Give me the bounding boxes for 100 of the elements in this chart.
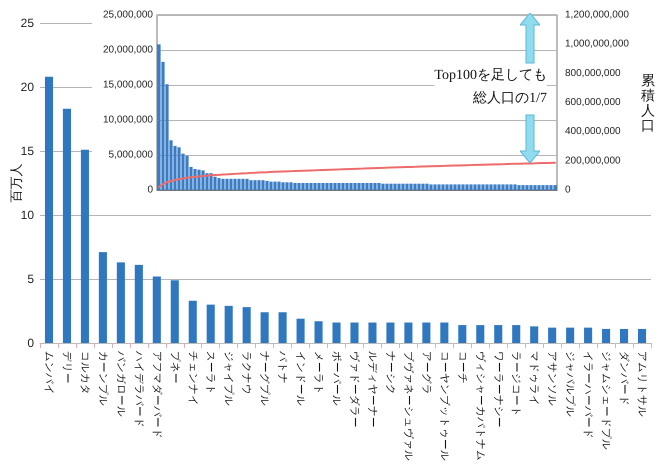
bar [297, 183, 301, 190]
bar [217, 178, 221, 190]
x-tick-label: ジャイプル [222, 351, 236, 406]
bar [242, 307, 251, 343]
bar [417, 184, 421, 190]
bar [505, 184, 509, 190]
bar [337, 183, 341, 190]
x-tick-label: ナーシク [384, 351, 396, 395]
bar [321, 183, 325, 190]
y-tick-label: 5 [27, 272, 34, 286]
x-tick-label: コルカタ [78, 351, 91, 395]
bar [188, 300, 197, 343]
bar [206, 304, 215, 343]
x-tick-label: イラーハーバード [582, 351, 594, 439]
bar [305, 183, 309, 190]
bar [44, 76, 54, 343]
bar [332, 322, 341, 343]
bar [497, 184, 501, 190]
bar [385, 184, 389, 190]
bar [445, 184, 449, 190]
bar [313, 183, 317, 190]
x-tick-label: デリー [60, 351, 73, 384]
bar [620, 328, 628, 343]
line-series [158, 162, 556, 188]
bar [293, 183, 297, 190]
y2-tick-label: 200,000,000 [565, 155, 622, 166]
bar [369, 183, 373, 190]
bar [393, 184, 397, 190]
y-tick-label: 10 [20, 208, 34, 222]
bar [273, 182, 277, 190]
bar [260, 312, 269, 343]
bar [453, 184, 457, 190]
bar [404, 322, 412, 343]
x-tick-label: ボーパール [330, 351, 343, 406]
bar [309, 183, 313, 190]
x-tick-label: パトナ [276, 350, 289, 384]
bar [353, 183, 357, 190]
bar [341, 183, 345, 190]
bar [278, 312, 287, 343]
bar [602, 328, 610, 343]
bar [509, 184, 513, 190]
x-tick-label: チェンナイ [186, 351, 199, 406]
annotation: 総人口の1/7 [472, 90, 547, 106]
y-tick-label: 15,000,000 [102, 80, 154, 90]
x-tick-label: コーチ [456, 351, 468, 384]
bar [62, 108, 71, 343]
y-tick-label: 20 [20, 80, 34, 94]
bar [533, 185, 537, 190]
bar [457, 184, 461, 190]
bar [365, 183, 369, 190]
bar [422, 322, 430, 343]
x-tick-label: ムンバイ [42, 351, 55, 395]
bar [441, 184, 445, 190]
x-tick-label: ジャバルプル [564, 351, 578, 417]
bar [413, 184, 417, 190]
x-tick-label: マドゥライ [528, 351, 540, 406]
x-tick-label: ジャムシェードプル [600, 351, 614, 450]
y-tick-label: 5,000,000 [108, 150, 154, 160]
bar [433, 184, 437, 190]
x-tick-label: コーヤンブットゥール [438, 351, 452, 461]
bar [224, 306, 233, 343]
bar [373, 183, 377, 190]
x-tick-label: スーラト [204, 351, 217, 395]
y-tick-label: 20,000,000 [102, 44, 154, 56]
bar [368, 322, 376, 343]
x-tick-label: メーラト [312, 351, 325, 395]
bar [80, 150, 89, 343]
bar [277, 182, 281, 190]
bar [170, 280, 179, 343]
bar [116, 262, 125, 343]
x-tick-label: ラクナウ [240, 351, 253, 395]
x-tick-label: インドール [294, 351, 307, 406]
bar [381, 184, 385, 190]
bar [345, 183, 349, 190]
x-tick-label: ハイデラバード [132, 350, 145, 428]
bar [541, 185, 545, 190]
bar [361, 183, 365, 190]
bar [389, 184, 393, 190]
bar [549, 185, 553, 190]
bar [265, 180, 269, 190]
y2-tick-label: 0 [565, 184, 571, 196]
bar [517, 185, 521, 190]
y-tick-label: 25 [20, 16, 34, 30]
bar [489, 184, 493, 190]
bar [357, 183, 361, 190]
bar [545, 185, 549, 190]
y-tick-label: 0 [147, 184, 154, 196]
bar [333, 183, 337, 190]
bar [134, 264, 143, 343]
bar [485, 184, 489, 190]
bar [401, 184, 405, 190]
bar [458, 325, 466, 343]
bar [350, 322, 359, 343]
y-tick-label: 10,000,000 [102, 114, 154, 126]
bar [349, 183, 353, 190]
bar [501, 184, 505, 190]
bar [317, 183, 321, 190]
bar [245, 178, 249, 190]
bar [537, 185, 541, 190]
x-tick-label: ナーグプル [258, 351, 272, 406]
